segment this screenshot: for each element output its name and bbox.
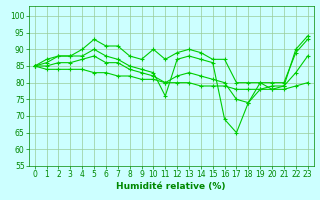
X-axis label: Humidité relative (%): Humidité relative (%) <box>116 182 226 191</box>
